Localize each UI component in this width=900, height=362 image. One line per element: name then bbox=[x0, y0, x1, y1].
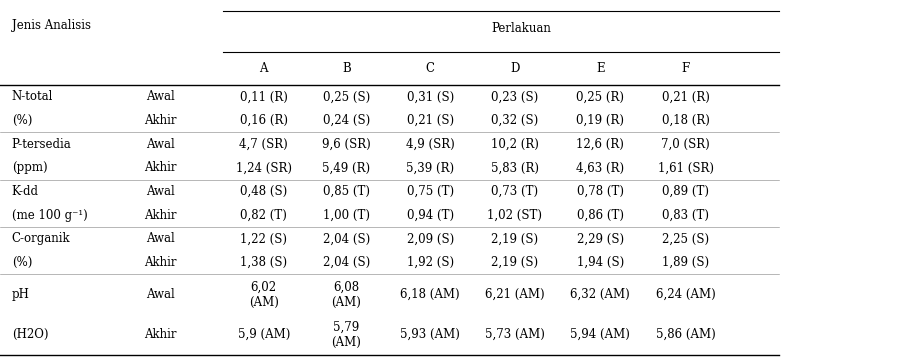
Text: B: B bbox=[342, 62, 351, 75]
Text: 0,94 (T): 0,94 (T) bbox=[407, 209, 454, 222]
Text: 1,00 (T): 1,00 (T) bbox=[323, 209, 370, 222]
Text: 1,92 (S): 1,92 (S) bbox=[407, 256, 454, 269]
Text: 5,86 (AM): 5,86 (AM) bbox=[656, 328, 716, 341]
Text: (H2O): (H2O) bbox=[12, 328, 49, 341]
Text: Awal: Awal bbox=[146, 90, 175, 104]
Text: 0,85 (T): 0,85 (T) bbox=[323, 185, 370, 198]
Text: 0,24 (S): 0,24 (S) bbox=[323, 114, 370, 127]
Text: 5,79
(AM): 5,79 (AM) bbox=[331, 321, 362, 349]
Text: 5,83 (R): 5,83 (R) bbox=[491, 161, 539, 174]
Text: 6,18 (AM): 6,18 (AM) bbox=[400, 288, 460, 301]
Text: 10,2 (R): 10,2 (R) bbox=[491, 138, 539, 151]
Text: 4,63 (R): 4,63 (R) bbox=[576, 161, 625, 174]
Text: Akhir: Akhir bbox=[144, 161, 176, 174]
Text: 4,7 (SR): 4,7 (SR) bbox=[239, 138, 288, 151]
Text: (%): (%) bbox=[12, 114, 32, 127]
Text: 1,24 (SR): 1,24 (SR) bbox=[236, 161, 292, 174]
Text: pH: pH bbox=[12, 288, 30, 301]
Text: 2,29 (S): 2,29 (S) bbox=[577, 232, 624, 245]
Text: 2,25 (S): 2,25 (S) bbox=[662, 232, 709, 245]
Text: Akhir: Akhir bbox=[144, 209, 176, 222]
Text: Awal: Awal bbox=[146, 185, 175, 198]
Text: D: D bbox=[510, 62, 519, 75]
Text: 5,49 (R): 5,49 (R) bbox=[322, 161, 371, 174]
Text: Akhir: Akhir bbox=[144, 328, 176, 341]
Text: 6,02
(AM): 6,02 (AM) bbox=[248, 281, 279, 308]
Text: 0,25 (S): 0,25 (S) bbox=[323, 90, 370, 104]
Text: 4,9 (SR): 4,9 (SR) bbox=[406, 138, 454, 151]
Text: 0,19 (R): 0,19 (R) bbox=[576, 114, 625, 127]
Text: 2,19 (S): 2,19 (S) bbox=[491, 232, 538, 245]
Text: P-tersedia: P-tersedia bbox=[12, 138, 71, 151]
Text: (%): (%) bbox=[12, 256, 32, 269]
Text: F: F bbox=[681, 62, 690, 75]
Text: 0,83 (T): 0,83 (T) bbox=[662, 209, 709, 222]
Text: 5,94 (AM): 5,94 (AM) bbox=[571, 328, 630, 341]
Text: 0,75 (T): 0,75 (T) bbox=[407, 185, 454, 198]
Text: 1,94 (S): 1,94 (S) bbox=[577, 256, 624, 269]
Text: 5,39 (R): 5,39 (R) bbox=[406, 161, 454, 174]
Text: 0,21 (R): 0,21 (R) bbox=[662, 90, 710, 104]
Text: 2,09 (S): 2,09 (S) bbox=[407, 232, 454, 245]
Text: 1,61 (SR): 1,61 (SR) bbox=[658, 161, 714, 174]
Text: 6,24 (AM): 6,24 (AM) bbox=[656, 288, 716, 301]
Text: 0,25 (R): 0,25 (R) bbox=[576, 90, 625, 104]
Text: 0,32 (S): 0,32 (S) bbox=[491, 114, 538, 127]
Text: Akhir: Akhir bbox=[144, 256, 176, 269]
Text: Akhir: Akhir bbox=[144, 114, 176, 127]
Text: 0,18 (R): 0,18 (R) bbox=[662, 114, 710, 127]
Text: E: E bbox=[596, 62, 605, 75]
Text: 0,82 (T): 0,82 (T) bbox=[240, 209, 287, 222]
Text: 1,38 (S): 1,38 (S) bbox=[240, 256, 287, 269]
Text: 5,73 (AM): 5,73 (AM) bbox=[485, 328, 544, 341]
Text: 2,04 (S): 2,04 (S) bbox=[323, 256, 370, 269]
Text: 0,11 (R): 0,11 (R) bbox=[239, 90, 288, 104]
Text: 2,04 (S): 2,04 (S) bbox=[323, 232, 370, 245]
Text: Awal: Awal bbox=[146, 288, 175, 301]
Text: (ppm): (ppm) bbox=[12, 161, 48, 174]
Text: C-organik: C-organik bbox=[12, 232, 70, 245]
Text: 0,86 (T): 0,86 (T) bbox=[577, 209, 624, 222]
Text: 0,23 (S): 0,23 (S) bbox=[491, 90, 538, 104]
Text: 0,31 (S): 0,31 (S) bbox=[407, 90, 454, 104]
Text: (me 100 g⁻¹): (me 100 g⁻¹) bbox=[12, 209, 87, 222]
Text: Jenis Analisis: Jenis Analisis bbox=[12, 19, 91, 32]
Text: 6,21 (AM): 6,21 (AM) bbox=[485, 288, 544, 301]
Text: 0,16 (R): 0,16 (R) bbox=[239, 114, 288, 127]
Text: 0,73 (T): 0,73 (T) bbox=[491, 185, 538, 198]
Text: 9,6 (SR): 9,6 (SR) bbox=[322, 138, 371, 151]
Text: Awal: Awal bbox=[146, 232, 175, 245]
Text: N-total: N-total bbox=[12, 90, 53, 104]
Text: 1,89 (S): 1,89 (S) bbox=[662, 256, 709, 269]
Text: 1,02 (ST): 1,02 (ST) bbox=[487, 209, 543, 222]
Text: Perlakuan: Perlakuan bbox=[491, 22, 551, 35]
Text: 0,78 (T): 0,78 (T) bbox=[577, 185, 624, 198]
Text: 2,19 (S): 2,19 (S) bbox=[491, 256, 538, 269]
Text: 6,32 (AM): 6,32 (AM) bbox=[571, 288, 630, 301]
Text: 5,93 (AM): 5,93 (AM) bbox=[400, 328, 460, 341]
Text: 6,08
(AM): 6,08 (AM) bbox=[331, 281, 362, 308]
Text: 7,0 (SR): 7,0 (SR) bbox=[662, 138, 710, 151]
Text: Awal: Awal bbox=[146, 138, 175, 151]
Text: 0,21 (S): 0,21 (S) bbox=[407, 114, 454, 127]
Text: 0,48 (S): 0,48 (S) bbox=[240, 185, 287, 198]
Text: 0,89 (T): 0,89 (T) bbox=[662, 185, 709, 198]
Text: A: A bbox=[259, 62, 268, 75]
Text: K-dd: K-dd bbox=[12, 185, 39, 198]
Text: 1,22 (S): 1,22 (S) bbox=[240, 232, 287, 245]
Text: 12,6 (R): 12,6 (R) bbox=[576, 138, 625, 151]
Text: 5,9 (AM): 5,9 (AM) bbox=[238, 328, 290, 341]
Text: C: C bbox=[426, 62, 435, 75]
